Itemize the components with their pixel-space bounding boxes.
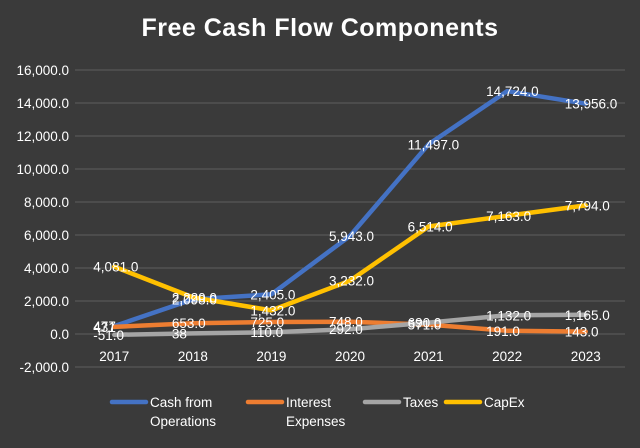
- data-label: 13,956.0: [565, 97, 618, 112]
- data-label: 7,163.0: [486, 209, 531, 224]
- y-tick-label: 0.0: [50, 327, 69, 342]
- y-tick-label: 6,000.0: [24, 228, 69, 243]
- data-label: 690.0: [408, 316, 442, 331]
- data-label: 3,232.0: [329, 274, 374, 289]
- y-tick-label: 4,000.0: [24, 261, 69, 276]
- data-label: 38: [172, 326, 187, 341]
- data-label: -51.0: [93, 328, 124, 343]
- x-tick-label: 2021: [414, 349, 444, 364]
- data-label: 11,497.0: [408, 137, 460, 152]
- x-tick-label: 2017: [99, 349, 129, 364]
- y-tick-label: 10,000.0: [16, 162, 69, 177]
- data-label: 5,943.0: [329, 229, 374, 244]
- legend-label: Operations: [150, 414, 216, 429]
- data-label: 725.0: [250, 315, 284, 330]
- y-tick-label: 8,000.0: [24, 195, 69, 210]
- data-label: 110.0: [250, 325, 283, 340]
- data-label: 191.0: [486, 324, 520, 339]
- data-label: 143.0: [565, 325, 599, 340]
- legend-label: Expenses: [286, 414, 346, 429]
- series-line: [112, 203, 588, 313]
- data-label: 571.0: [408, 318, 442, 333]
- data-label: 292.0: [329, 322, 363, 337]
- y-tick-label: 16,000.0: [16, 63, 69, 78]
- x-tick-label: 2018: [178, 349, 208, 364]
- legend-label: Interest: [286, 395, 331, 410]
- data-label: 653.0: [172, 316, 206, 331]
- data-label: 1,432.0: [250, 303, 295, 318]
- legend-label: CapEx: [484, 395, 525, 410]
- series-line: [112, 319, 588, 334]
- x-tick-label: 2022: [492, 349, 522, 364]
- data-label: 477: [93, 319, 116, 334]
- chart-title: Free Cash Flow Components: [141, 14, 499, 42]
- data-label: 431: [93, 320, 116, 335]
- data-label: 1,165.0: [565, 308, 610, 323]
- y-tick-label: 14,000.0: [16, 96, 69, 111]
- y-tick-label: 2,000.0: [24, 294, 69, 309]
- data-label: 1,132.0: [486, 308, 531, 323]
- series-line: [112, 312, 588, 338]
- data-label: 7,794.0: [565, 198, 610, 213]
- data-label: 14,724.0: [486, 84, 539, 99]
- data-label: 2,220.0: [172, 290, 217, 305]
- data-label: 6,514.0: [408, 220, 453, 235]
- data-label: 2,098.0: [172, 292, 217, 307]
- y-tick-label: -2,000.0: [19, 360, 69, 375]
- x-tick-label: 2023: [571, 349, 601, 364]
- y-tick-label: 12,000.0: [16, 129, 69, 144]
- legend-label: Taxes: [403, 395, 439, 410]
- legend-label: Cash from: [150, 395, 212, 410]
- data-label: 748.0: [329, 315, 363, 330]
- x-tick-label: 2019: [256, 349, 286, 364]
- data-label: 2,405.0: [250, 287, 295, 302]
- x-tick-label: 2020: [335, 349, 365, 364]
- data-label: 4,081.0: [93, 260, 138, 275]
